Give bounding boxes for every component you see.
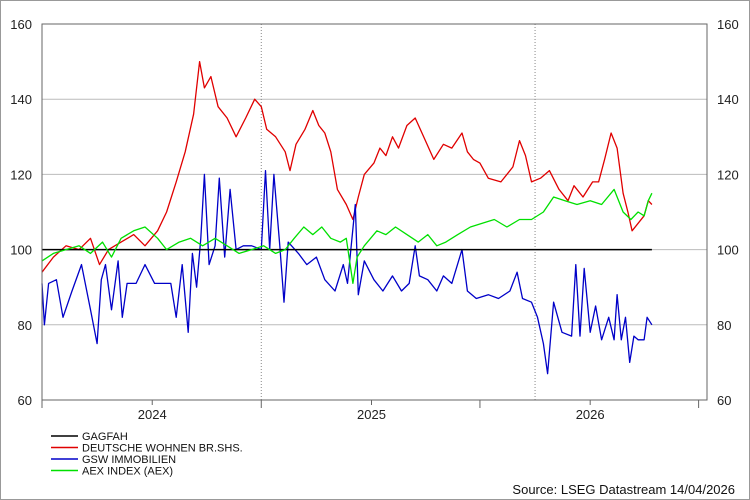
series-line-aex-index-aex bbox=[41, 188, 653, 285]
y-tick-label-right: 160 bbox=[717, 17, 739, 32]
y-tick-label-right: 140 bbox=[717, 92, 739, 107]
x-tick-label: 2026 bbox=[576, 407, 605, 422]
series-line-gsw-immobilien bbox=[41, 169, 653, 375]
y-tick-label-left: 60 bbox=[18, 393, 32, 408]
y-tick-label-left: 140 bbox=[10, 92, 32, 107]
series-line-deutsche-wohnen-br-shs bbox=[41, 60, 653, 273]
legend-label: AEX INDEX (AEX) bbox=[82, 466, 173, 478]
plot-frame bbox=[41, 23, 708, 401]
y-tick-label-left: 80 bbox=[18, 318, 32, 333]
y-tick-label-right: 120 bbox=[717, 167, 739, 182]
series-lines bbox=[41, 60, 653, 375]
y-tick-label-right: 60 bbox=[717, 393, 731, 408]
y-tick-label-right: 100 bbox=[717, 243, 739, 258]
x-tick-label: 2024 bbox=[138, 407, 167, 422]
y-tick-label-right: 80 bbox=[717, 318, 731, 333]
y-tick-label-left: 120 bbox=[10, 167, 32, 182]
x-tick-label: 2025 bbox=[357, 407, 386, 422]
axes: 60 60 80 80 100 100 120 120 140 140 160 160 2024 2025… bbox=[10, 17, 738, 422]
y-tick-label-left: 160 bbox=[10, 17, 32, 32]
legend-label: DEUTSCHE WOHNEN BR.SHS. bbox=[82, 443, 243, 455]
y-tick-label-left: 100 bbox=[10, 243, 32, 258]
legend-label: GAGFAH bbox=[82, 431, 128, 443]
legend-label: GSW IMMOBILIEN bbox=[82, 454, 176, 466]
source-note: Source: LSEG Datastream 14/04/2026 bbox=[512, 482, 735, 497]
